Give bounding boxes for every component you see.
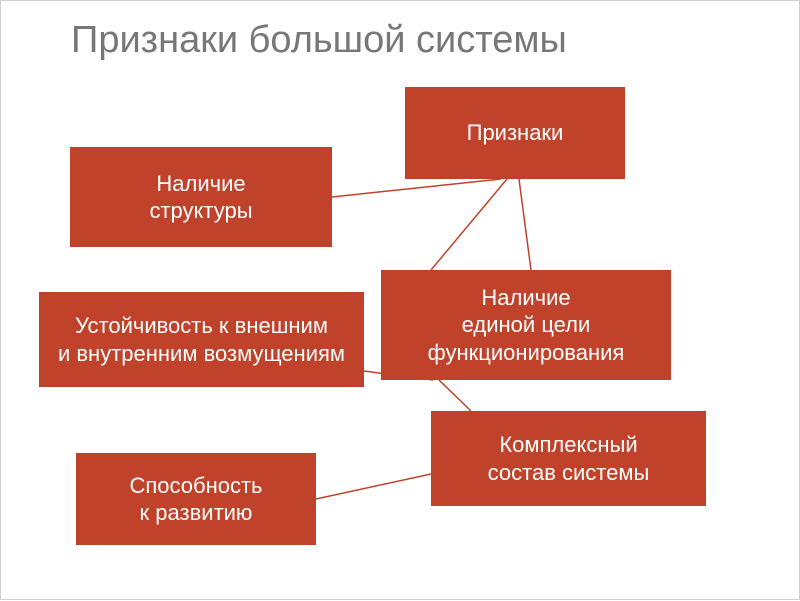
- diagram-stage: Признаки большой системы Признаки Наличие…: [0, 0, 800, 600]
- node-root: Признаки: [405, 87, 625, 179]
- edge: [431, 179, 507, 270]
- node-goal: Наличие единой цели функционирования: [381, 270, 671, 380]
- edge: [439, 380, 471, 411]
- node-struct: Наличие структуры: [70, 147, 332, 247]
- edge: [332, 179, 501, 197]
- node-complex: Комплексный состав системы: [431, 411, 706, 506]
- edge: [519, 179, 531, 270]
- edge: [316, 474, 431, 499]
- node-develop: Способность к развитию: [76, 453, 316, 545]
- page-title: Признаки большой системы: [71, 19, 567, 62]
- node-robust: Устойчивость к внешним и внутренним возм…: [39, 292, 364, 387]
